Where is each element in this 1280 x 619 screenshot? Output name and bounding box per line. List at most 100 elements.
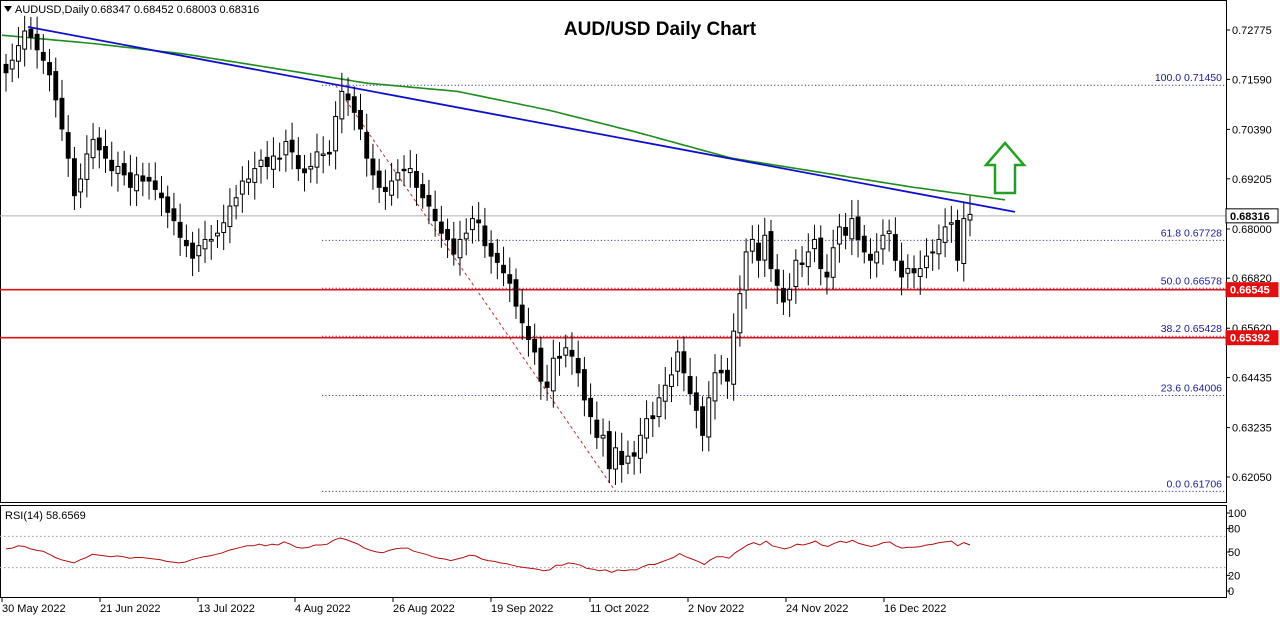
candle-body [40, 51, 46, 61]
candle [886, 219, 892, 252]
candle-body [737, 293, 743, 334]
candle-body [395, 172, 401, 181]
candle-body [930, 251, 936, 254]
price-boxes: 0.68316 0.66545 0.65392 [1225, 208, 1279, 346]
candle-body [382, 186, 388, 193]
candle-body [227, 205, 233, 228]
candle [588, 383, 594, 435]
candle [830, 229, 836, 290]
candle-body [121, 163, 127, 176]
candle [917, 250, 923, 295]
candle-body [868, 253, 873, 261]
candle [488, 230, 494, 274]
candle-body [830, 247, 836, 278]
candle [109, 141, 115, 187]
candle-body [438, 221, 444, 234]
candle [121, 150, 127, 186]
candle-body [700, 406, 705, 436]
candle-body [59, 97, 65, 130]
candle-body [731, 330, 737, 385]
candle-body [183, 239, 189, 247]
candle-body [171, 208, 177, 222]
candle [28, 16, 34, 50]
candle [351, 86, 357, 131]
candle [687, 357, 693, 405]
symbol-header[interactable]: AUDUSD,Daily 0.68347 0.68452 0.68003 0.6… [4, 4, 259, 16]
price-tick-label: 0.68000 [1232, 224, 1272, 236]
current-price-box: 0.68316 [1225, 208, 1279, 224]
candle [581, 356, 587, 417]
candle [395, 159, 401, 199]
candle-body [407, 168, 413, 174]
candle-body [917, 268, 923, 277]
candle-body [656, 397, 662, 418]
candle [936, 224, 942, 270]
candle [103, 129, 108, 173]
candle [743, 238, 749, 309]
candle [127, 154, 133, 206]
candle-body [600, 434, 606, 439]
candle [252, 151, 258, 200]
candle [843, 212, 849, 250]
candle [53, 57, 59, 118]
candle-body [271, 155, 276, 170]
candle [812, 224, 817, 263]
candle-body [47, 62, 52, 76]
fib-level-label: 100.0 0.71450 [1155, 72, 1222, 84]
candle [320, 136, 326, 174]
candle-body [774, 269, 780, 286]
candle [476, 202, 482, 242]
candle-body [277, 157, 283, 160]
rsi-tick-label: 20 [1228, 570, 1240, 582]
candle-body [326, 151, 332, 155]
candle [637, 417, 643, 474]
candle-body [756, 242, 761, 261]
candle [905, 254, 911, 289]
candle-body [28, 28, 34, 38]
candle [59, 79, 65, 141]
candle [911, 255, 917, 289]
candle [407, 150, 413, 188]
time-tick-label: 11 Oct 2022 [590, 603, 649, 615]
candle-body [569, 349, 575, 357]
candle-body [762, 234, 768, 261]
fib-level-label: 61.8 0.67728 [1161, 227, 1222, 239]
candle [669, 357, 674, 403]
candle [749, 225, 755, 264]
candle [525, 307, 531, 357]
candle [861, 224, 867, 264]
candle [550, 339, 556, 408]
candle [650, 401, 656, 437]
current-price-box-bg [1225, 208, 1279, 224]
candle [799, 246, 805, 278]
candle-body [264, 156, 270, 167]
candle-body [936, 238, 942, 255]
candle [762, 217, 768, 277]
candle-body [283, 140, 289, 156]
candle [221, 204, 227, 251]
symbol-label: AUDUSD,Daily [15, 4, 89, 16]
candle-body [824, 271, 830, 278]
candle [706, 381, 712, 452]
candle [718, 355, 724, 385]
candle [426, 179, 432, 225]
candle-body [911, 268, 917, 274]
candle-body [669, 374, 674, 387]
candle-body [718, 369, 724, 374]
candle [780, 269, 786, 315]
candle [656, 384, 662, 428]
candle [880, 219, 886, 265]
candle-body [818, 237, 824, 270]
candle-body [146, 176, 152, 182]
candle [725, 357, 730, 399]
candle [283, 129, 289, 172]
candle [457, 220, 463, 276]
current-price-box-text: 0.68316 [1230, 211, 1270, 223]
fib-level-label: 23.6 0.64006 [1161, 382, 1222, 394]
candle-body [905, 268, 911, 274]
candle [78, 163, 84, 209]
candle-body [855, 216, 861, 240]
candle-body [967, 213, 973, 221]
candle-body [320, 153, 326, 156]
support-box-1-text: 0.66545 [1230, 285, 1270, 297]
